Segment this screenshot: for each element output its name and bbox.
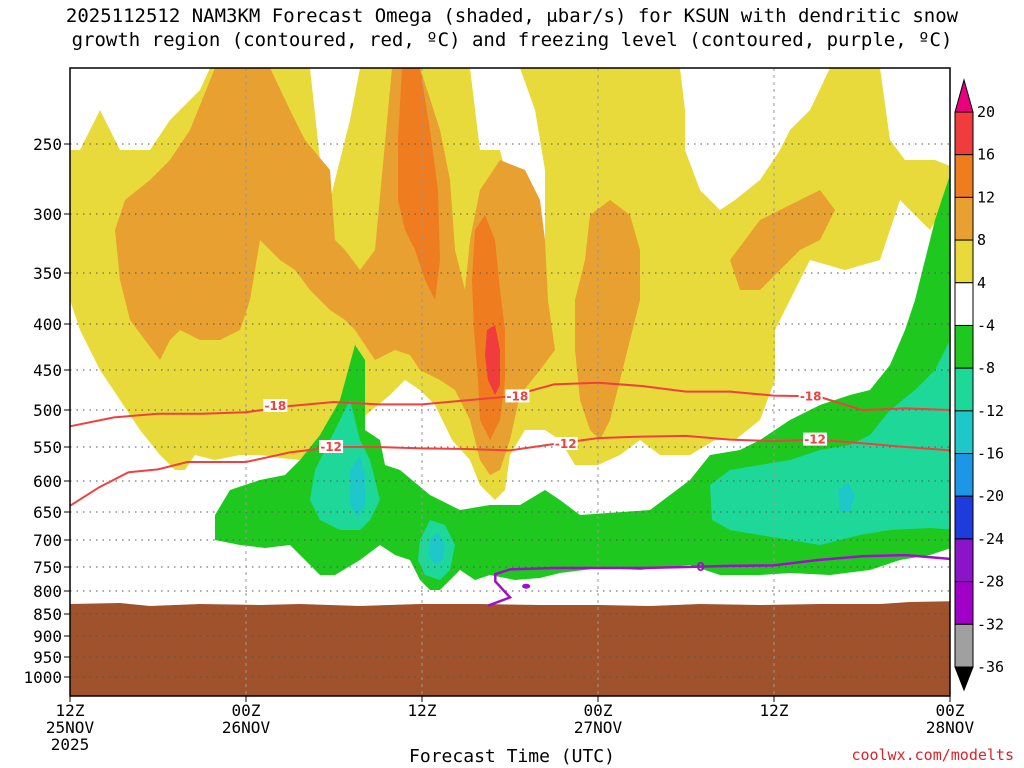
x-tick-label-0-2: 2025 — [51, 735, 90, 754]
colorbar-box-9 — [954, 453, 974, 497]
terrain-fill — [70, 601, 950, 696]
colorbar-label-12: -32 — [977, 615, 1004, 633]
x-tick-label-48-0: 12Z — [760, 701, 789, 720]
colorbar-box-6 — [954, 324, 974, 369]
colorbar-label-11: -28 — [977, 573, 1004, 591]
colorbar-box-1 — [954, 111, 974, 156]
y-tick-label-250: 250 — [33, 135, 62, 154]
colorbar-box-7 — [954, 367, 974, 412]
y-tick-label-700: 700 — [33, 531, 62, 550]
y-tick-label-950: 950 — [33, 648, 62, 667]
colorbar-label-10: -24 — [977, 530, 1004, 548]
y-tick-label-300: 300 — [33, 205, 62, 224]
credit-text: coolwx.com/modelts — [851, 746, 1014, 764]
dgz-label--18-2: -18 — [800, 389, 822, 403]
colorbar-label-0: 20 — [977, 103, 995, 121]
x-tick-label-0-1: 25NOV — [46, 718, 95, 737]
omega-shade-orange — [115, 68, 555, 475]
y-tick-label-900: 900 — [33, 627, 62, 646]
omega-shade-orange-2 — [575, 200, 640, 440]
x-tick-label-36-0: 00Z — [584, 701, 613, 720]
dgz-label--12-2: -12 — [804, 433, 826, 447]
colorbar-box-4 — [954, 239, 974, 284]
dgz-label-bg--18-0 — [263, 399, 288, 412]
colorbar-bottom-arrow — [954, 666, 974, 692]
colorbar-label-9: -20 — [977, 487, 1004, 505]
y-tick-label-500: 500 — [33, 401, 62, 420]
colorbar-label-4: 4 — [977, 274, 986, 292]
omega-shade-cyan — [350, 455, 365, 518]
dgz-contour--12 — [69, 434, 951, 507]
colorbar-label-7: -12 — [977, 402, 1004, 420]
colorbar-box-8 — [954, 410, 974, 455]
colorbar-label-3: 8 — [977, 231, 986, 249]
dgz-label-bg--12-0 — [319, 440, 344, 453]
omega-shade-teal-3 — [710, 340, 950, 545]
dgz-label-bg--18-1 — [505, 389, 530, 403]
contour-lines: -18 -18 -18 -12 -12 -12 0 — [69, 381, 951, 607]
colorbar-box-5 — [954, 282, 974, 326]
colorbar-label-8: -16 — [977, 445, 1004, 463]
colorbar-label-1: 16 — [977, 146, 995, 164]
dgz-label-bg--12-1 — [553, 437, 578, 451]
plot-frame — [69, 67, 951, 697]
title-line-2: growth region (contoured, red, ºC) and f… — [71, 29, 953, 51]
colorbar-label-2: 12 — [977, 188, 995, 206]
colorbar-label-6: -8 — [977, 359, 995, 377]
colorbar-box-2 — [954, 154, 974, 198]
y-tick-label-400: 400 — [33, 315, 62, 334]
dgz-label--12-0: -12 — [320, 440, 342, 454]
y-tick-label-850: 850 — [33, 605, 62, 624]
colorbar-top-arrow — [954, 78, 974, 113]
colorbar: 20 16 12 8 4 -4 -8 -12 -16 -20 -24 -28 -32 -36 — [954, 78, 1004, 692]
colorbar-box-10 — [954, 495, 974, 540]
colorbar-box-12 — [954, 581, 974, 625]
y-axis: 250 300 350 400 450 500 550 600 650 700 750 800 850 9… — [23, 135, 70, 687]
colorbar-box-13 — [954, 623, 974, 668]
y-tick-label-350: 350 — [33, 264, 62, 283]
colorbar-box-11 — [954, 538, 974, 583]
y-tick-label-1000: 1000 — [23, 668, 62, 687]
y-tick-label-650: 650 — [33, 503, 62, 522]
x-tick-label-12-0: 00Z — [232, 701, 261, 720]
title-line-1: 2025112512 NAM3KM Forecast Omega (shaded… — [65, 5, 959, 27]
plot-area — [70, 68, 950, 696]
y-tick-label-750: 750 — [33, 558, 62, 577]
colorbar-box-3 — [954, 196, 974, 241]
y-tick-label-550: 550 — [33, 438, 62, 457]
omega-shade-red — [485, 325, 500, 395]
colorbar-label-5: -4 — [977, 316, 995, 334]
freezing-level-label: 0 — [696, 560, 704, 574]
freezing-level-blob — [522, 583, 531, 589]
dgz-label-bg--12-2 — [803, 432, 828, 446]
chart-title: 2025112512 NAM3KM Forecast Omega (shaded… — [0, 4, 1024, 52]
x-tick-label-0-0: 12Z — [56, 701, 85, 720]
omega-shade-white-gap-2 — [680, 68, 830, 210]
freezing-level-contour — [487, 553, 951, 607]
x-tick-label-60-1: 28NOV — [926, 718, 975, 737]
dgz-label--18-1: -18 — [506, 389, 528, 403]
x-axis-label: Forecast Time (UTC) — [409, 746, 615, 767]
y-tick-label-600: 600 — [33, 472, 62, 491]
dgz-label-bg--18-2 — [798, 389, 823, 403]
omega-shade-orange-3 — [730, 190, 835, 290]
y-tick-label-800: 800 — [33, 582, 62, 601]
omega-shade-dark-orange — [398, 68, 440, 300]
omega-shade-white-gap-3 — [880, 68, 950, 166]
x-tick-label-12-1: 26NOV — [222, 718, 271, 737]
dgz-label--12-1: -12 — [555, 437, 577, 451]
x-tick-label-24-0: 12Z — [408, 701, 437, 720]
y-tick-label-450: 450 — [33, 361, 62, 380]
x-tick-label-60-0: 00Z — [936, 701, 965, 720]
dgz-label--18-0: -18 — [264, 399, 286, 413]
colorbar-label-13: -36 — [977, 658, 1004, 676]
omega-shade-white-gap-4 — [70, 68, 210, 150]
omega-shade-cyan-3 — [838, 482, 855, 512]
x-tick-label-36-1: 27NOV — [574, 718, 623, 737]
